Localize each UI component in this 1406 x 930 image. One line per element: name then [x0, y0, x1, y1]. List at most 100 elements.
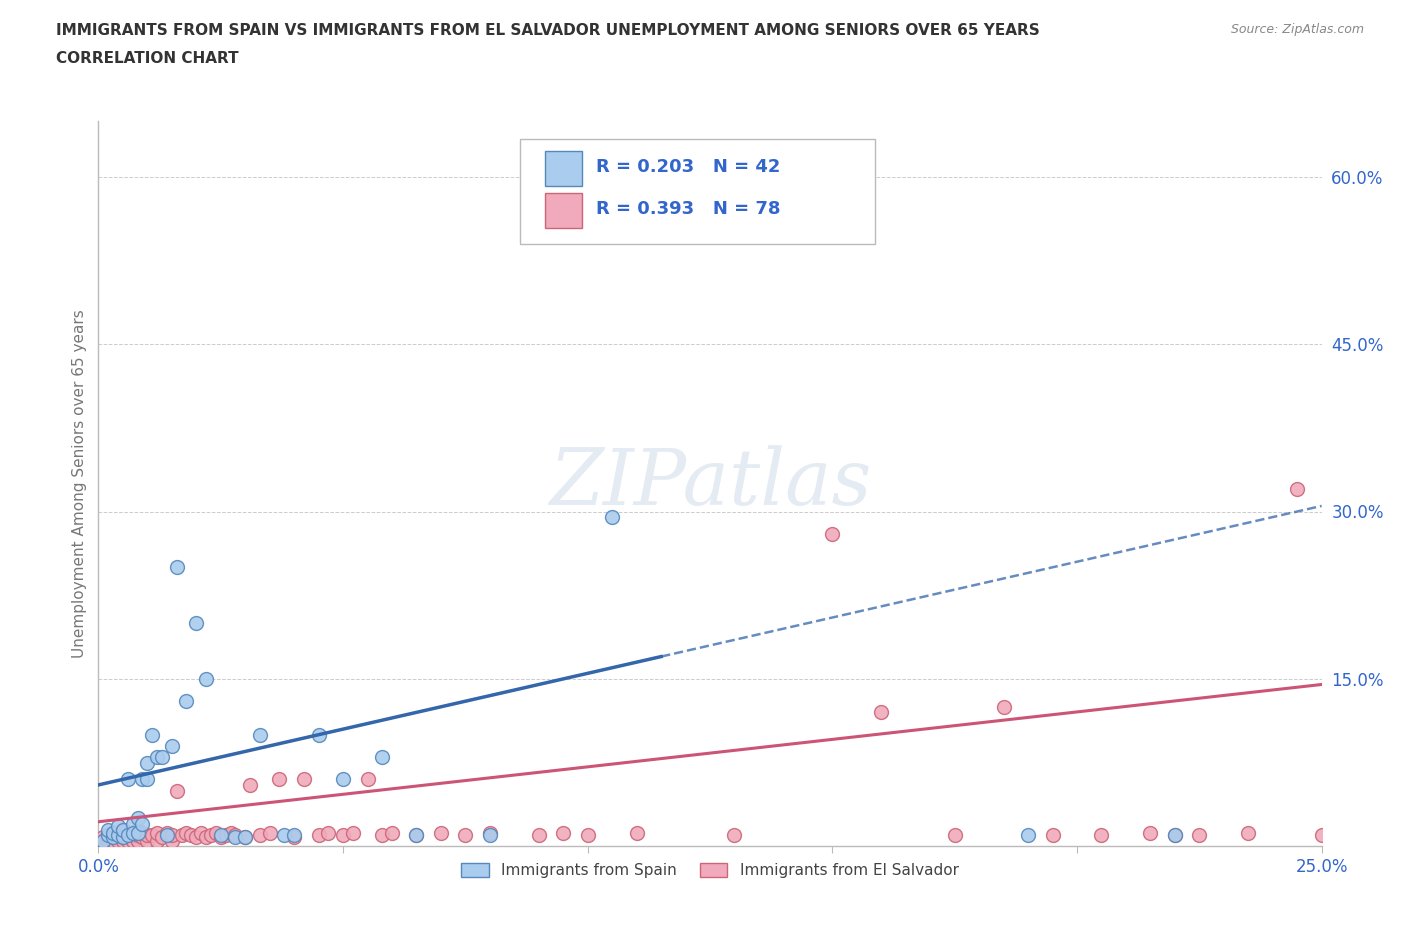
Point: [97, 822, 120, 837]
Point: [318, 826, 340, 841]
Point: [121, 828, 143, 843]
Point: [283, 830, 305, 844]
Point: [1164, 828, 1187, 843]
Point: [269, 772, 291, 787]
Point: [200, 828, 222, 843]
Point: [1090, 828, 1112, 843]
Point: [870, 705, 893, 720]
Point: [131, 826, 153, 841]
Point: [117, 828, 139, 843]
Point: [356, 772, 378, 787]
Point: [249, 828, 271, 843]
Point: [146, 750, 169, 764]
Point: [176, 694, 198, 709]
Point: [1139, 826, 1161, 841]
Point: [111, 822, 134, 837]
Point: [405, 828, 427, 843]
Point: [195, 830, 218, 844]
Point: [308, 828, 330, 843]
Point: [107, 833, 129, 848]
Point: [117, 772, 139, 787]
Point: [111, 833, 134, 848]
Point: [626, 826, 648, 841]
Point: [101, 830, 124, 844]
Point: [107, 818, 129, 833]
Point: [1188, 828, 1211, 843]
Point: [233, 830, 256, 844]
Point: [150, 830, 173, 844]
Point: [478, 826, 501, 841]
Point: [131, 817, 153, 831]
Point: [166, 783, 188, 798]
Point: [156, 826, 179, 841]
Bar: [546, 152, 582, 186]
Point: [127, 828, 149, 843]
Point: [371, 750, 394, 764]
Point: [186, 616, 208, 631]
Point: [1286, 482, 1309, 497]
Point: [166, 560, 188, 575]
Point: [136, 828, 159, 843]
Point: [283, 828, 305, 843]
Point: [209, 830, 232, 844]
Point: [209, 828, 232, 843]
Point: [160, 833, 183, 848]
Point: [127, 826, 149, 841]
Point: [170, 828, 193, 843]
Point: [1017, 828, 1039, 843]
Point: [943, 828, 966, 843]
Point: [121, 826, 143, 841]
Point: [371, 828, 394, 843]
Y-axis label: Unemployment Among Seniors over 65 years: Unemployment Among Seniors over 65 years: [72, 309, 87, 658]
Point: [292, 772, 315, 787]
Point: [117, 828, 139, 843]
Point: [1042, 828, 1064, 843]
Point: [91, 830, 114, 844]
Point: [180, 828, 202, 843]
Point: [150, 750, 173, 764]
Text: IMMIGRANTS FROM SPAIN VS IMMIGRANTS FROM EL SALVADOR UNEMPLOYMENT AMONG SENIORS : IMMIGRANTS FROM SPAIN VS IMMIGRANTS FROM…: [56, 23, 1040, 38]
Text: CORRELATION CHART: CORRELATION CHART: [56, 51, 239, 66]
Point: [141, 727, 163, 742]
Point: [111, 830, 134, 844]
Point: [527, 828, 550, 843]
Point: [141, 828, 163, 843]
Point: [136, 772, 159, 787]
Point: [107, 828, 129, 843]
Point: [107, 828, 129, 843]
Point: [127, 833, 149, 848]
Point: [146, 833, 169, 848]
Point: [127, 822, 149, 837]
Point: [101, 826, 124, 841]
Text: Source: ZipAtlas.com: Source: ZipAtlas.com: [1230, 23, 1364, 36]
Point: [332, 828, 354, 843]
Text: R = 0.203   N = 42: R = 0.203 N = 42: [596, 157, 780, 176]
Point: [249, 727, 271, 742]
Point: [160, 828, 183, 843]
Point: [160, 738, 183, 753]
Point: [136, 833, 159, 848]
Point: [176, 826, 198, 841]
Point: [97, 833, 120, 848]
Point: [136, 755, 159, 770]
Point: [224, 828, 246, 843]
Point: [190, 826, 212, 841]
Point: [723, 828, 745, 843]
Point: [454, 828, 477, 843]
Point: [308, 727, 330, 742]
Point: [553, 826, 575, 841]
Point: [121, 817, 143, 831]
Point: [478, 828, 501, 843]
Point: [91, 833, 114, 848]
Point: [127, 811, 149, 826]
Point: [186, 830, 208, 844]
Text: ZIPatlas: ZIPatlas: [548, 445, 872, 522]
Point: [91, 833, 114, 848]
Point: [342, 826, 364, 841]
Point: [224, 830, 246, 844]
Point: [430, 826, 453, 841]
Point: [273, 828, 295, 843]
Point: [239, 777, 262, 792]
Point: [97, 828, 120, 843]
Point: [219, 826, 242, 841]
